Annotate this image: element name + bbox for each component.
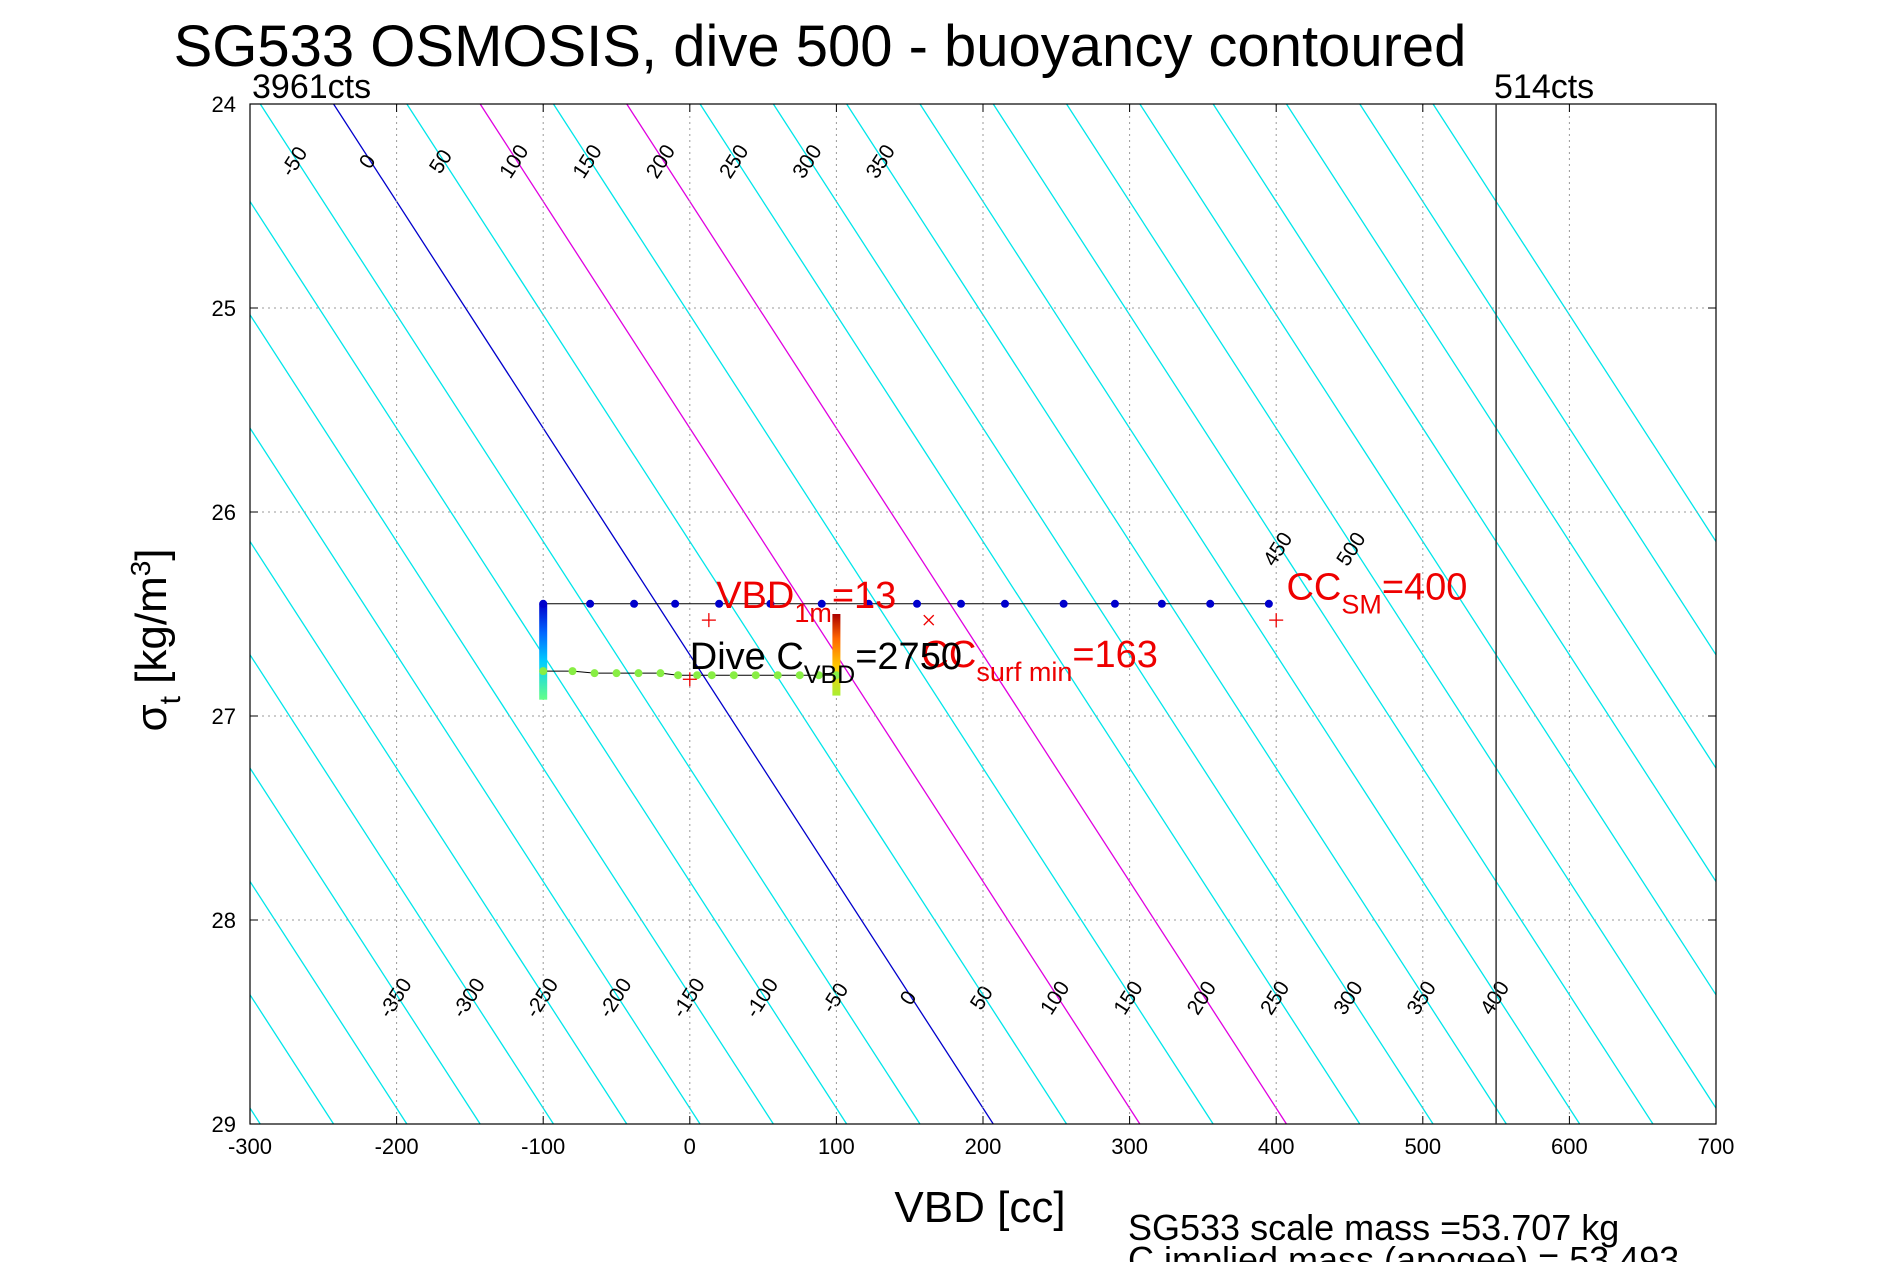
- y-axis-label: σt [kg/m3]: [125, 548, 187, 731]
- y-tick-label: 28: [212, 908, 236, 933]
- chart-title: SG533 OSMOSIS, dive 500 - buoyancy conto…: [174, 14, 1467, 79]
- series-point: [707, 671, 716, 680]
- x-tick-label: -100: [521, 1134, 565, 1159]
- series-point: [751, 671, 760, 680]
- y-tick-label: 27: [212, 704, 236, 729]
- y-tick-label: 24: [212, 92, 236, 117]
- series-point: [1206, 599, 1215, 608]
- x-tick-label: 600: [1551, 1134, 1588, 1159]
- series-point: [766, 599, 775, 608]
- contour-line: [699, 103, 1361, 1125]
- x-tick-label: 500: [1404, 1134, 1441, 1159]
- contour-line: [1359, 103, 1717, 656]
- series-point: [568, 667, 577, 676]
- series-point: [913, 599, 922, 608]
- contour-line: [1139, 103, 1717, 996]
- axes: -300 -200 -100 0 100 200 300 400 500 600 700 24 25 26…: [212, 92, 1735, 1159]
- series-point: [864, 599, 873, 608]
- left-counts-label: 3961cts: [252, 68, 371, 106]
- annotation-vbd-1m: VBD1m=13: [716, 575, 896, 628]
- series-point: [773, 671, 782, 680]
- right-counts-label: 514cts: [1494, 68, 1594, 106]
- plot-frame: [249, 103, 1717, 1125]
- contour-line: [1432, 103, 1717, 542]
- contour-line: [1285, 103, 1717, 769]
- contour-line: [919, 103, 1581, 1125]
- contour-line: [249, 654, 555, 1125]
- series-point: [817, 599, 826, 608]
- series-point: [1157, 599, 1166, 608]
- x-axis-label: VBD [cc]: [894, 1183, 1065, 1232]
- series-point: [1059, 599, 1068, 608]
- series-point: [539, 599, 548, 608]
- vertical-trace-right: [832, 614, 841, 696]
- contour-line: [249, 1107, 261, 1125]
- series-point: [957, 599, 966, 608]
- series-point: [656, 669, 665, 678]
- contour-line: [626, 103, 1288, 1125]
- series-point: [671, 599, 680, 608]
- contour-line: [259, 103, 921, 1125]
- series-point: [539, 667, 548, 676]
- contour-line: [249, 994, 335, 1125]
- annotation-dive-c-vbd: Dive CVBD=2750: [690, 636, 962, 689]
- contour-line: [1212, 103, 1717, 882]
- contour-line: [992, 103, 1654, 1125]
- series-point: [630, 599, 639, 608]
- contour-line: [406, 103, 1068, 1125]
- series-point: [1264, 599, 1273, 608]
- y-tick-label: 25: [212, 296, 236, 321]
- series-point: [729, 671, 738, 680]
- vertical-trace-left: [539, 603, 548, 700]
- series-point: [832, 671, 841, 680]
- contour-line: [772, 103, 1434, 1125]
- series-point: [590, 669, 599, 678]
- annotation-cc-surf-min: CCsurf min=163: [921, 634, 1158, 687]
- annotation-cc-sm: CCSM=400: [1286, 567, 1467, 620]
- x-tick-label: 100: [818, 1134, 855, 1159]
- series-point: [634, 669, 643, 678]
- x-tick-label: 200: [965, 1134, 1002, 1159]
- series-point: [674, 671, 683, 680]
- x-tick-label: 0: [684, 1134, 696, 1159]
- contour-line: [1066, 103, 1717, 1109]
- x-tick-label: 400: [1258, 1134, 1295, 1159]
- contour-line: [249, 767, 481, 1125]
- footer-scale-mass: SG533 scale mass =53.707 kg: [1128, 1207, 1619, 1248]
- cc-surf-min-marker: [923, 614, 935, 626]
- series-point: [586, 599, 595, 608]
- contour-line: [846, 103, 1507, 1125]
- x-tick-label: 300: [1111, 1134, 1148, 1159]
- series-point: [814, 671, 823, 680]
- contour-line: [249, 201, 848, 1125]
- series-point: [693, 671, 702, 680]
- contour-line: [249, 314, 774, 1125]
- series-point: [1000, 599, 1009, 608]
- contour-line: [249, 427, 701, 1125]
- y-tick-label: 26: [212, 500, 236, 525]
- x-tick-label: -200: [375, 1134, 419, 1159]
- series-point: [795, 671, 804, 680]
- data-series: [539, 599, 1273, 700]
- footer-implied-mass: C implied mass (apogee) = 53.493: [1128, 1239, 1679, 1262]
- series-point: [1110, 599, 1119, 608]
- series-point: [715, 599, 724, 608]
- x-tick-label: -300: [228, 1134, 272, 1159]
- contour-line: [552, 103, 1214, 1125]
- svg-text:σt [kg/m3]: σt [kg/m3]: [125, 548, 187, 731]
- contour-line: [333, 103, 994, 1125]
- series-point: [612, 669, 621, 678]
- contour-line: [249, 881, 408, 1125]
- contour-line: [479, 103, 1141, 1125]
- y-tick-label: 29: [212, 1112, 236, 1137]
- contour-line: [249, 541, 628, 1125]
- x-tick-label: 700: [1698, 1134, 1735, 1159]
